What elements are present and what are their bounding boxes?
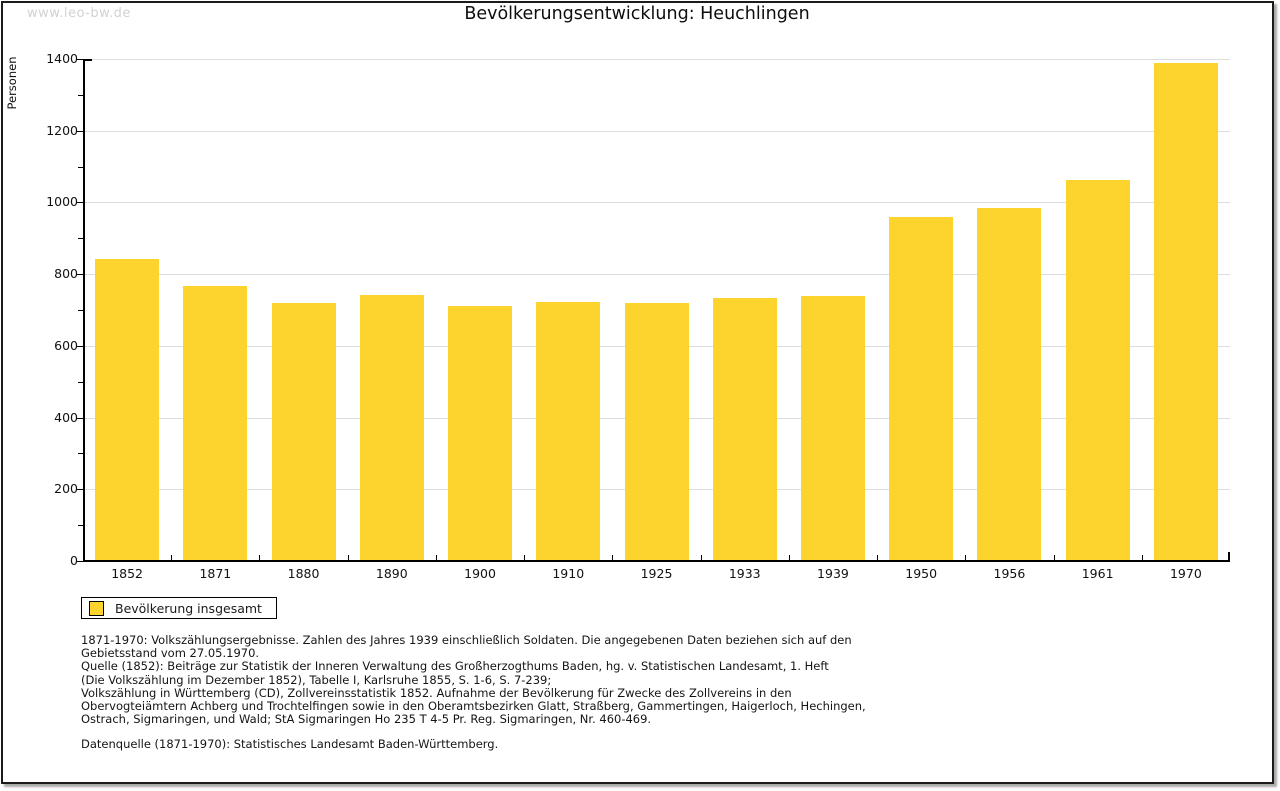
legend: Bevölkerung insgesamt [81,597,277,619]
x-tick [612,555,614,560]
legend-swatch [89,600,104,616]
y-tick [76,489,83,491]
bar-1961 [1065,179,1130,561]
source-note-line: Volkszählung in Württemberg (CD), Zollve… [81,685,792,700]
source-note-line: 1871-1970: Volkszählungsergebnisse. Zahl… [81,633,852,647]
y-tick-label: 400 [54,409,78,425]
y-tick-label: 800 [54,266,78,282]
x-tick-label: 1910 [552,566,585,581]
bar-1852 [95,258,160,561]
y-tick-label: 1400 [46,51,78,66]
source-note-line: Quelle (1852): Beiträge zur Statistik de… [81,659,829,674]
y-tick-label: 0 [70,553,78,568]
x-tick-label: 1939 [817,566,849,581]
source-note-line: Ostrach, Sigmaringen, und Wald; StA Sigm… [81,712,652,727]
x-tick [1141,555,1143,560]
bar-1890 [359,294,424,561]
y-tick [76,345,83,347]
datasource-note: Datenquelle (1871-1970): Statistisches L… [81,737,499,751]
y-tick [76,274,83,276]
bar-1950 [889,216,954,561]
x-tick [788,555,790,560]
x-tick-label: 1970 [1169,566,1202,581]
y-tick-label: 200 [54,481,78,497]
x-tick-label: 1950 [905,566,938,581]
y-tick [78,166,83,168]
x-tick-label: 1900 [464,566,496,581]
x-tick [347,555,349,560]
y-tick-label: 1200 [46,122,78,138]
gridline [83,202,1230,204]
legend-label: Bevölkerung insgesamt [115,600,262,616]
source-note-line: (Die Volkszählung im Dezember 1852), Tab… [81,672,552,687]
y-tick [78,238,83,240]
source-notes: 1871-1970: Volkszählungsergebnisse. Zahl… [81,633,866,727]
x-tick-label: 1871 [199,566,232,581]
y-tick [78,94,83,96]
x-tick-label: 1880 [287,566,320,581]
bar-1871 [183,285,248,561]
bar-1956 [977,207,1042,561]
source-note-line: Obervogteiämtern Achberg und Trochtelfin… [81,699,866,714]
y-tick [76,202,83,204]
x-axis-end-tick [1228,552,1230,561]
y-axis-title: Personen [5,56,19,110]
gridline [83,130,1230,132]
x-tick [877,555,879,560]
x-tick [700,555,702,560]
bar-1939 [800,295,865,561]
y-tick [78,453,83,455]
bar-1970 [1153,62,1218,561]
x-tick-label: 1956 [993,566,1026,581]
source-note-line: Gebietsstand vom 27.05.1970. [81,646,260,661]
y-tick [78,310,83,311]
y-tick [78,381,83,383]
x-tick [965,555,967,560]
x-tick [259,555,261,560]
x-tick-label: 1961 [1081,566,1114,581]
bar-1880 [271,302,336,561]
y-axis-top-tick [83,59,92,61]
bar-1900 [448,305,513,561]
y-tick [76,417,83,419]
bar-1933 [712,297,777,561]
x-tick [435,555,437,560]
x-tick [1053,555,1055,560]
x-tick [524,555,526,560]
x-tick-label: 1852 [111,566,144,581]
bar-1910 [536,301,601,561]
x-tick-label: 1933 [728,566,761,581]
y-tick [76,130,83,132]
x-tick-label: 1890 [375,566,408,581]
x-tick [171,555,173,560]
y-tick-label: 1000 [46,194,78,210]
chart-title: Bevölkerungsentwicklung: Heuchlingen [464,4,810,24]
gridline [83,274,1230,276]
bar-1925 [624,302,689,561]
watermark: www.leo-bw.de [27,6,131,21]
gridline [83,59,1230,60]
x-tick-label: 1925 [640,566,673,581]
x-axis-line [83,560,1230,562]
y-tick-label: 600 [54,337,78,353]
y-tick [76,59,83,60]
y-tick [76,561,83,562]
y-tick [78,525,83,527]
y-axis-line [83,59,85,561]
